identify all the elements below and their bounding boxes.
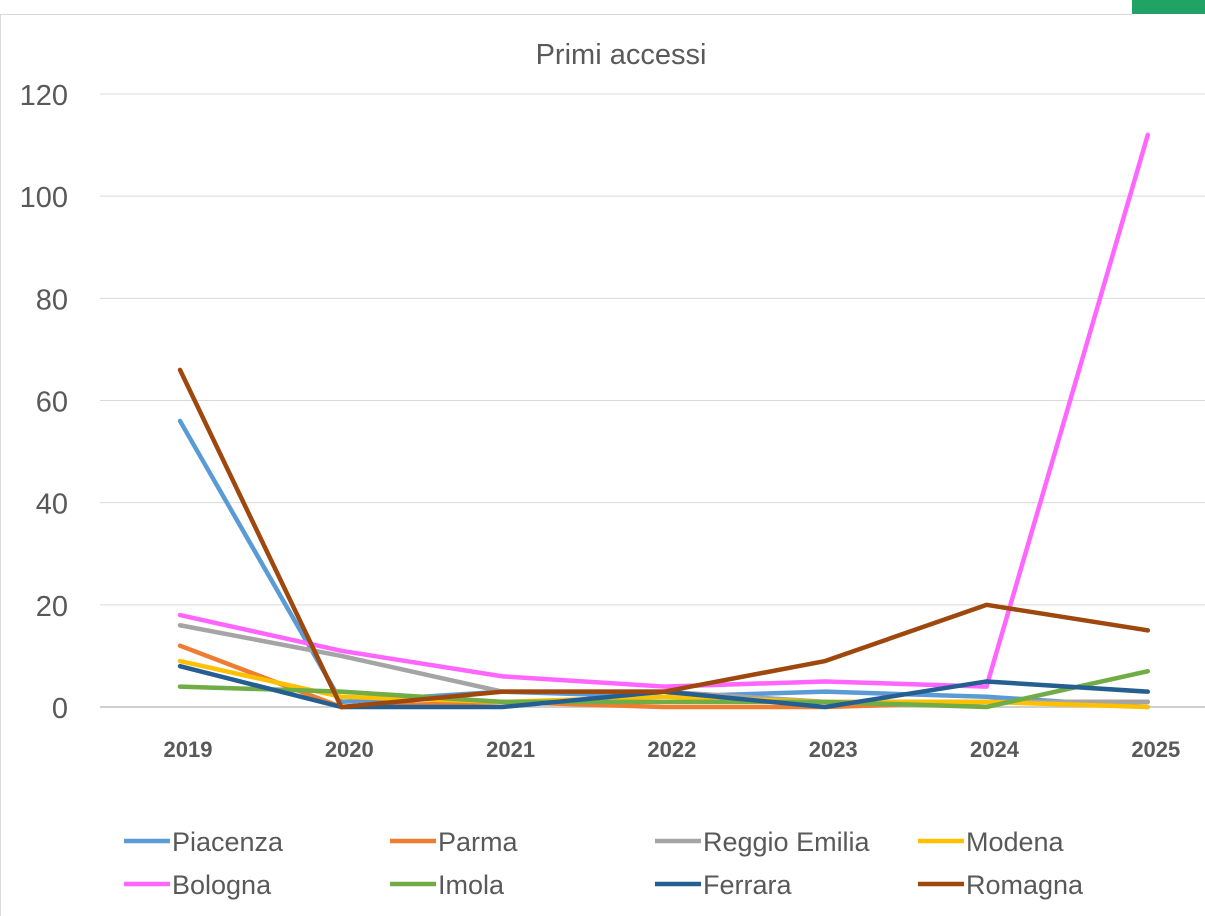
legend-label: Parma [438, 827, 519, 857]
corner-tab [1132, 0, 1205, 14]
legend-item-imola: Imola [390, 870, 505, 900]
legend-item-modena: Modena [918, 827, 1065, 857]
x-tick-label: 2020 [325, 737, 374, 762]
legend-item-romagna: Romagna [918, 870, 1084, 900]
x-tick-label: 2021 [486, 737, 535, 762]
chart-top-border [0, 14, 1132, 15]
x-tick-label: 2024 [970, 737, 1020, 762]
chart-title: Primi accessi [536, 39, 707, 71]
legend-item-parma: Parma [390, 827, 519, 857]
y-tick-label: 20 [36, 591, 68, 623]
x-tick-label: 2025 [1131, 737, 1180, 762]
series-line-modena [177, 658, 1151, 710]
y-tick-label: 0 [52, 693, 68, 725]
legend-label: Bologna [172, 870, 272, 900]
x-tick-label: 2019 [164, 737, 213, 762]
legend-item-ferrara: Ferrara [655, 870, 792, 900]
legend-label: Piacenza [172, 827, 284, 857]
y-tick-label: 120 [20, 80, 68, 112]
series-line-romagna [177, 367, 1151, 710]
series-lines [177, 132, 1151, 710]
legend-item-piacenza: Piacenza [124, 827, 284, 857]
x-tick-label: 2023 [809, 737, 858, 762]
y-axis-ticks: 0 20 40 60 80 100 120 [20, 80, 68, 725]
y-tick-label: 80 [36, 284, 68, 316]
series-line-bologna [177, 132, 1151, 689]
gridlines [100, 93, 1205, 708]
series-line-piacenza [177, 418, 1151, 710]
legend-label: Ferrara [703, 870, 792, 900]
series-line-imola [177, 668, 1151, 710]
legend-label: Modena [966, 827, 1065, 857]
chart-left-border [0, 14, 1, 916]
legend-item-bologna: Bologna [124, 870, 272, 900]
legend-label: Romagna [966, 870, 1084, 900]
y-tick-label: 60 [36, 387, 68, 419]
legend-label: Reggio Emilia [703, 827, 871, 857]
y-tick-label: 100 [20, 182, 68, 214]
legend-label: Imola [438, 870, 505, 900]
x-axis-ticks: 2019 2020 2021 2022 2023 2024 2025 [164, 737, 1181, 762]
x-tick-label: 2022 [647, 737, 696, 762]
y-tick-label: 40 [36, 489, 68, 521]
legend-item-reggio-emilia: Reggio Emilia [655, 827, 871, 857]
legend: Piacenza Parma Reggio Emilia Modena Bologna I… [124, 827, 1084, 900]
